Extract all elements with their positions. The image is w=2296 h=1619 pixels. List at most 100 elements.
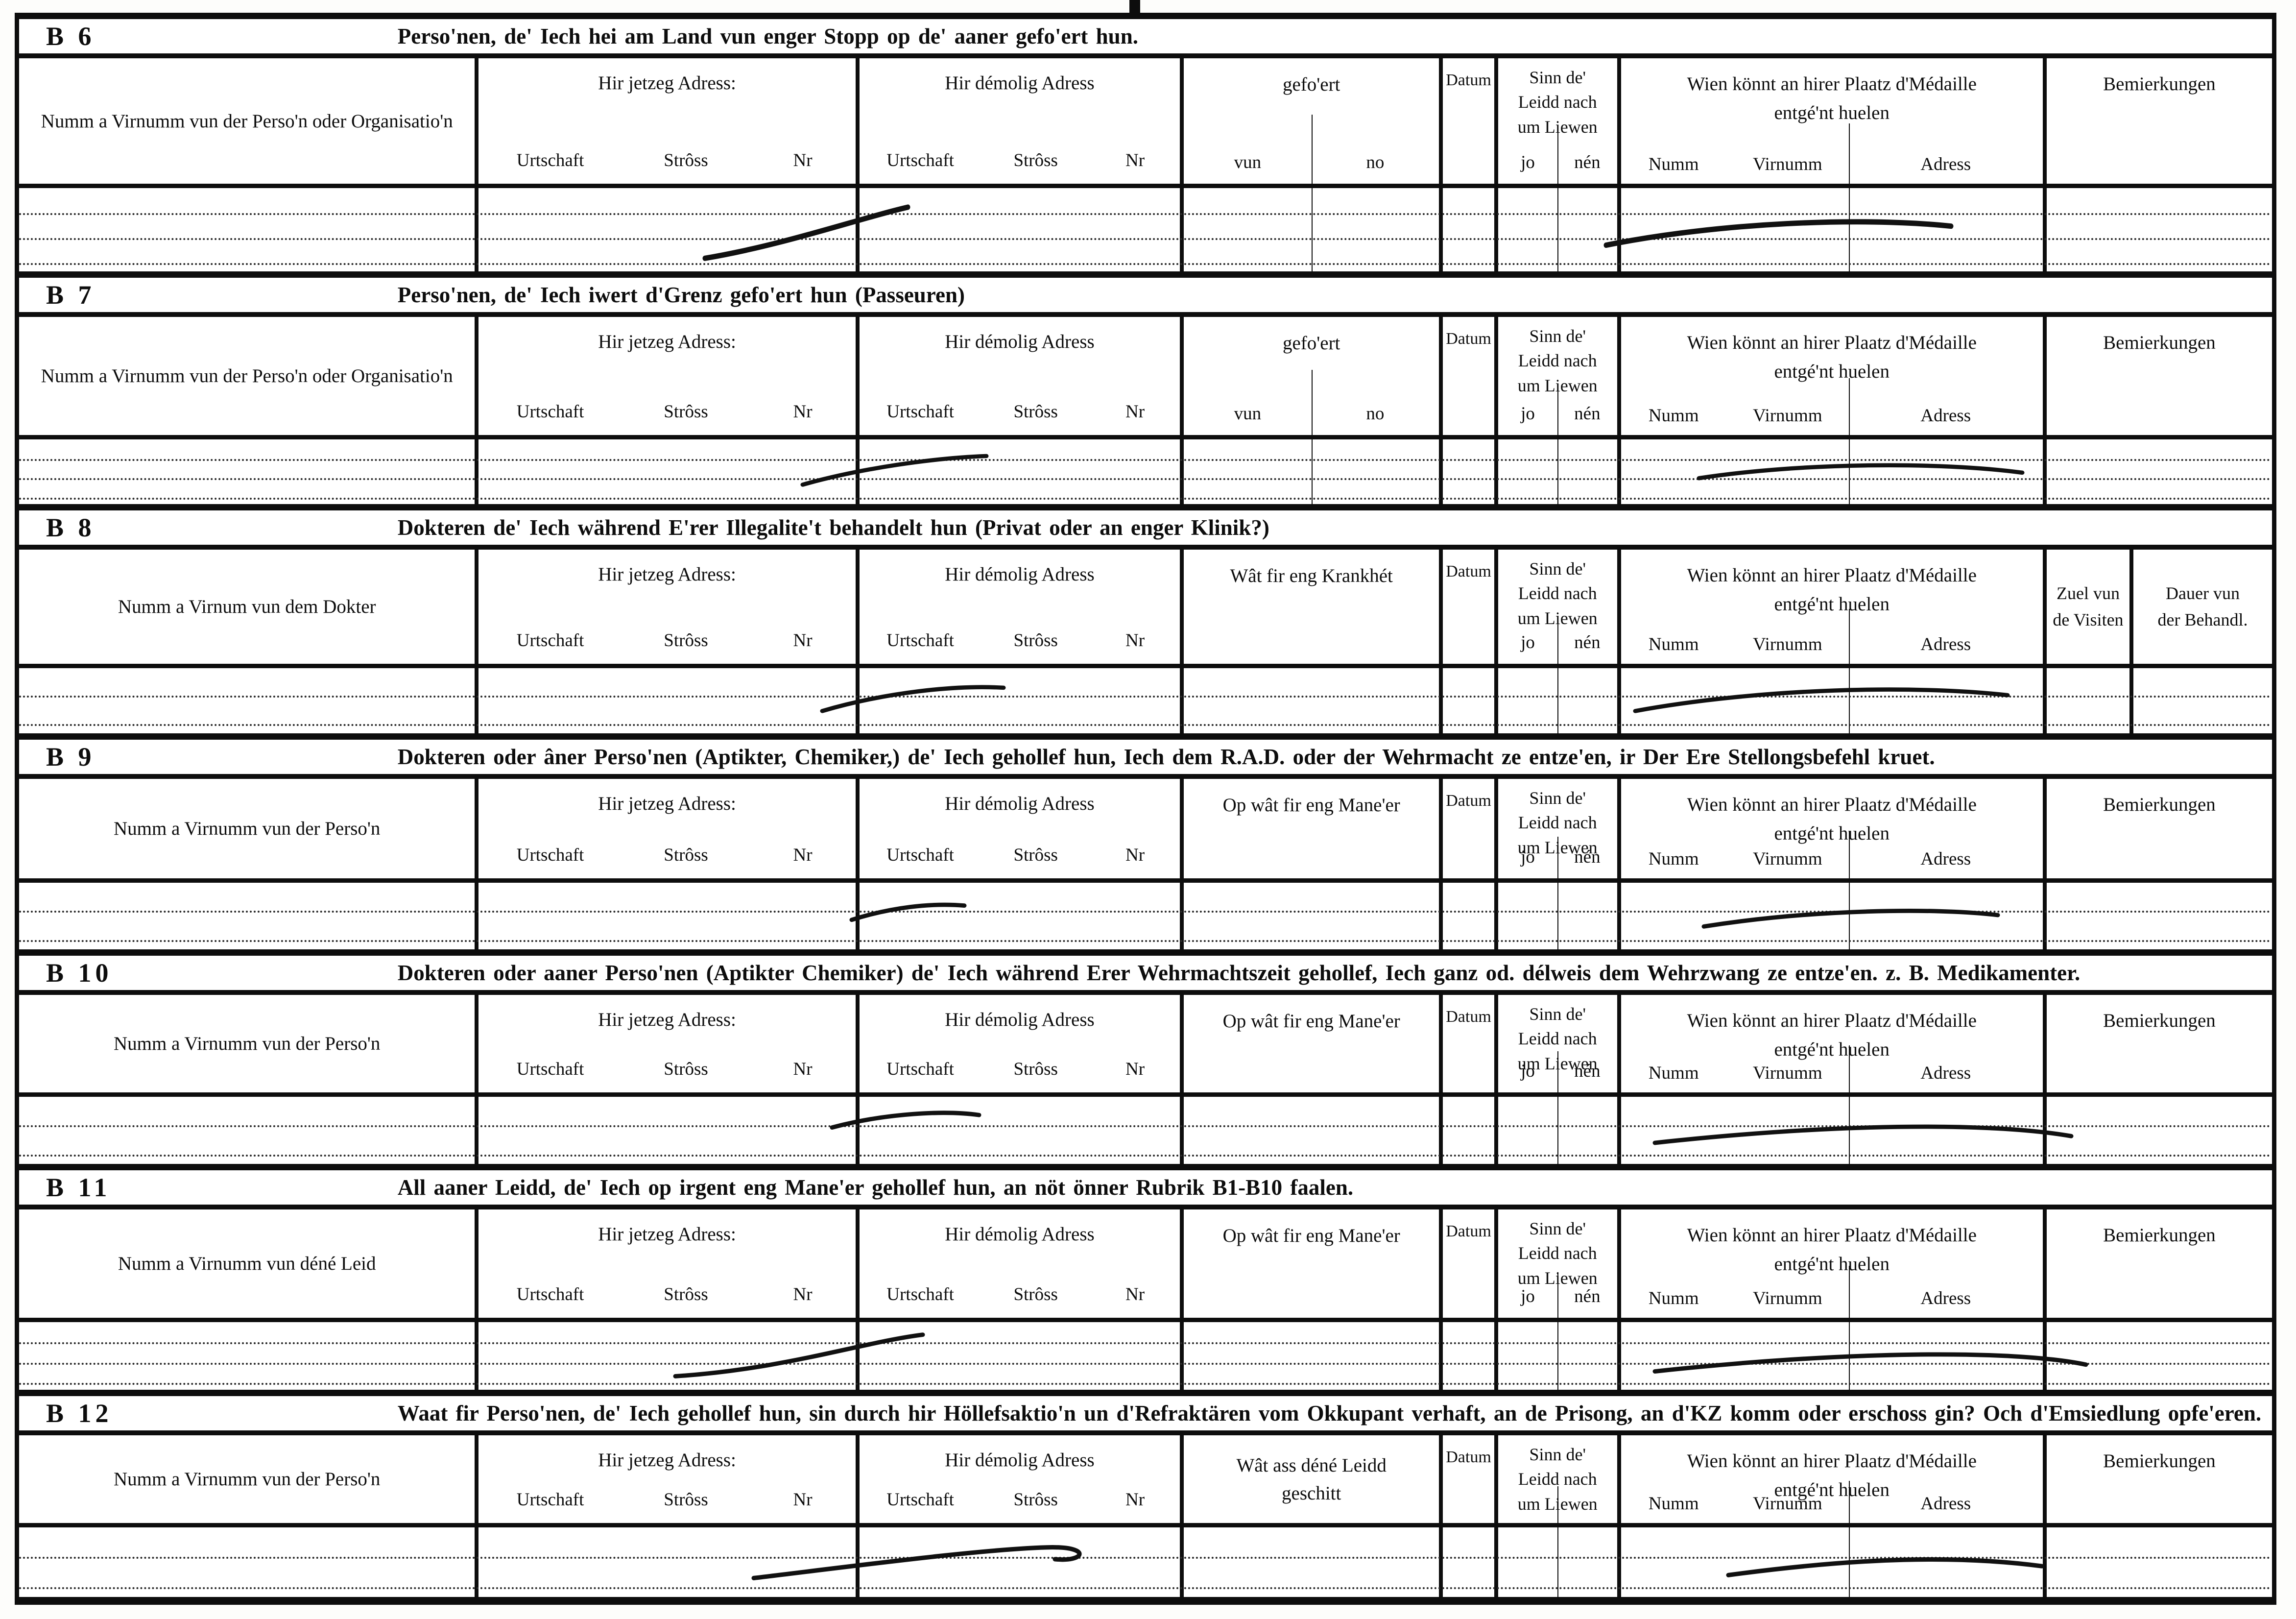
col-name-label: Numm a Virnum vun dem Dokter (118, 596, 376, 617)
medal-subheaders: Numm Virnumm Adress (1621, 1288, 2043, 1309)
entry-cell (1443, 1097, 1498, 1164)
medal-line1: Wien könnt an hirer Plaatz d'Médaille (1687, 332, 1977, 353)
entry-cell (478, 1097, 860, 1164)
yes-no-subheaders: jo nén (1498, 846, 1617, 868)
stross-label: Strôss (664, 150, 708, 170)
col-current-address-header: Hir jetzeg Adress: Urtschaft Strôss Nr (478, 58, 860, 184)
handwritten-stroke (830, 1111, 2074, 1145)
section-title-row: B 12 Waat fir Perso'nen, de' Iech geholl… (19, 1390, 2272, 1435)
entry-cell (860, 188, 1184, 271)
gefoert-label: gefo'ert (1282, 333, 1340, 354)
address-subheaders: Urtschaft Strôss Nr (860, 845, 1180, 866)
medal-line1: Wien könnt an hirer Plaatz d'Médaille (1687, 794, 1977, 815)
entry-area (19, 439, 2272, 504)
entry-area (19, 1322, 2272, 1390)
current-address-label: Hir jetzeg Adress: (598, 1450, 736, 1471)
stross-label: Strôss (664, 402, 708, 422)
nr-label: Nr (1125, 150, 1145, 170)
entry-cell (478, 1322, 860, 1390)
col-name-header: Numm a Virnum vun dem Dokter (19, 550, 479, 664)
col-alive-header: Sinn de' Leidd nach um Liewen jo nén (1498, 58, 1621, 184)
column-divider (1848, 1265, 1850, 1318)
urtschaft-label: Urtschaft (886, 630, 954, 651)
medal-line1: Wien könnt an hirer Plaatz d'Médaille (1687, 73, 1977, 95)
stross-label: Strôss (664, 1490, 708, 1510)
entry-cell (1184, 883, 1443, 949)
virnumm-label: Virnumm (1752, 634, 1822, 654)
alive-label: Sinn de' Leidd nach um Liewen (1498, 65, 1617, 139)
handwritten-stroke (673, 1332, 2088, 1378)
col-remarks-header: Bemierkungen (2047, 1209, 2272, 1318)
entry-line (19, 940, 2272, 942)
address-subheaders: Urtschaft Strôss Nr (478, 1059, 855, 1080)
medal-line1: Wien könnt an hirer Plaatz d'Médaille (1687, 1450, 1977, 1472)
section-b7: B 7 Perso'nen, de' Iech iwert d'Grenz ge… (19, 271, 2272, 504)
virnumm-label: Virnumm (1752, 849, 1822, 869)
nen-label: nén (1574, 1061, 1601, 1081)
column-divider (1557, 131, 1559, 184)
alive-line1: Sinn de' (1529, 1445, 1586, 1464)
stross-label: Strôss (664, 630, 708, 651)
col-remarks-header: Bemierkungen (2047, 1435, 2272, 1523)
section-title-row: B 10 Dokteren oder aaner Perso'nen (Apti… (19, 949, 2272, 995)
alive-line3: um Liewen (1517, 117, 1598, 137)
section-b8: B 8 Dokteren de' Iech während E'rer Ille… (19, 504, 2272, 733)
section-code: B 8 (46, 513, 96, 542)
fate-line2: geschitt (1282, 1482, 1341, 1504)
col-duration-header: Dauer vun der Behandl. (2133, 550, 2272, 664)
alive-line3: um Liewen (1517, 608, 1598, 628)
entry-cell (1498, 439, 1621, 504)
col-manner-header: Op wât fir eng Mane'er (1184, 995, 1443, 1092)
former-address-label: Hir démolig Adress (945, 793, 1095, 814)
column-headers: Numm a Virnumm vun der Perso'n Hir jetze… (19, 995, 2272, 1097)
nr-label: Nr (793, 1490, 813, 1510)
column-divider (1311, 115, 1313, 184)
nr-label: Nr (1125, 630, 1145, 651)
nr-label: Nr (1125, 1284, 1145, 1305)
virnumm-label: Virnumm (1752, 1288, 1822, 1308)
col-former-address-header: Hir démolig Adress Urtschaft Strôss Nr (860, 1435, 1184, 1523)
handwritten-stroke (849, 902, 2000, 929)
current-address-label: Hir jetzeg Adress: (598, 1009, 736, 1030)
address-subheaders: Urtschaft Strôss Nr (860, 1059, 1180, 1080)
entry-cell (19, 188, 479, 271)
address-subheaders: Urtschaft Strôss Nr (478, 630, 855, 651)
handwritten-stroke (702, 204, 1954, 261)
section-title: Dokteren oder âner Perso'nen (Aptikter, … (397, 745, 1935, 769)
col-name-header: Numm a Virnumm vun der Perso'n (19, 779, 479, 878)
alive-line1: Sinn de' (1529, 1004, 1586, 1024)
address-subheaders: Urtschaft Strôss Nr (478, 845, 855, 866)
former-address-label: Hir démolig Adress (945, 72, 1095, 94)
alive-label: Sinn de' Leidd nach um Liewen (1498, 1002, 1617, 1076)
entry-columns (19, 188, 2272, 271)
entry-cell (1443, 439, 1498, 504)
illness-label: Wât fir eng Krankhét (1230, 565, 1393, 586)
section-title-row: B 6 Perso'nen, de' Iech hei am Land vun … (19, 13, 2272, 58)
alive-line3: um Liewen (1517, 837, 1598, 857)
entry-cell (1498, 1322, 1621, 1390)
col-fate-header: Wât ass déné Leidd geschitt (1184, 1435, 1443, 1523)
alive-line1: Sinn de' (1529, 788, 1586, 808)
alive-label: Sinn de' Leidd nach um Liewen (1498, 786, 1617, 860)
datum-label: Datum (1446, 330, 1491, 348)
stross-label: Strôss (1013, 1059, 1058, 1079)
alive-line2: Leidd nach (1518, 1469, 1597, 1489)
col-current-address-header: Hir jetzeg Adress: Urtschaft Strôss Nr (478, 995, 860, 1092)
column-headers: Numm a Virnumm vun déné Leid Hir jetzeg … (19, 1209, 2272, 1322)
medal-line2: entgé'nt huelen (1774, 361, 1889, 382)
alive-line3: um Liewen (1517, 1494, 1598, 1514)
entry-cell (19, 1322, 479, 1390)
current-address-label: Hir jetzeg Adress: (598, 331, 736, 352)
datum-label: Datum (1446, 1222, 1491, 1240)
urtschaft-label: Urtschaft (886, 1490, 954, 1510)
datum-label: Datum (1446, 1448, 1491, 1466)
nr-label: Nr (793, 402, 813, 422)
entry-area (19, 883, 2272, 949)
current-address-label: Hir jetzeg Adress: (598, 564, 736, 585)
medal-line2: entgé'nt huelen (1774, 1039, 1889, 1060)
nen-label: nén (1574, 632, 1601, 652)
alive-line3: um Liewen (1517, 1268, 1598, 1288)
col-alive-header: Sinn de' Leidd nach um Liewen jo nén (1498, 779, 1621, 878)
nr-label: Nr (1125, 1059, 1145, 1079)
section-title: Perso'nen, de' Iech iwert d'Grenz gefo'e… (397, 283, 965, 307)
